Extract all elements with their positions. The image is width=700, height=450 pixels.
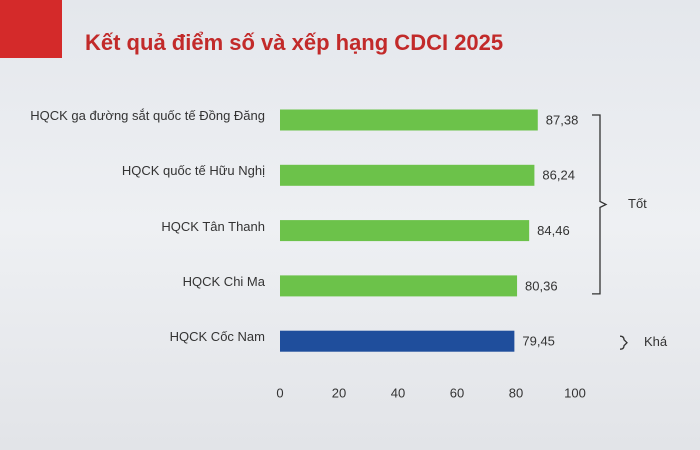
annotation: Khá [644, 334, 668, 349]
x-tick-label: 60 [450, 385, 464, 400]
x-tick-label: 0 [276, 385, 283, 400]
chart-title: Kết quả điểm số và xếp hạng CDCI 2025 [85, 30, 503, 55]
bar [280, 330, 515, 352]
value-label: 84,46 [537, 223, 570, 238]
value-label: 80,36 [525, 278, 558, 293]
bar [280, 275, 518, 297]
x-tick-label: 80 [509, 385, 523, 400]
bar [280, 164, 535, 186]
category-label: HQCK Tân Thanh [161, 218, 265, 234]
red-block [0, 0, 62, 58]
category-label: HQCK Chi Ma [182, 273, 265, 289]
category-label: HQCK quốc tế Hữu Nghị [121, 163, 265, 179]
bar [280, 220, 530, 242]
category-label: HQCK ga đường sắt quốc tế Đồng Đăng [30, 108, 265, 123]
bracket [619, 335, 628, 350]
x-tick-label: 100 [564, 385, 586, 400]
x-tick-label: 40 [391, 385, 405, 400]
bar [280, 109, 538, 131]
x-tick-label: 20 [332, 385, 346, 400]
value-label: 79,45 [522, 334, 555, 349]
value-label: 86,24 [542, 168, 575, 183]
bracket [592, 114, 608, 295]
category-label: HQCK Cốc Nam [169, 329, 265, 345]
value-label: 87,38 [546, 112, 579, 127]
annotation: Tốt [628, 196, 647, 211]
